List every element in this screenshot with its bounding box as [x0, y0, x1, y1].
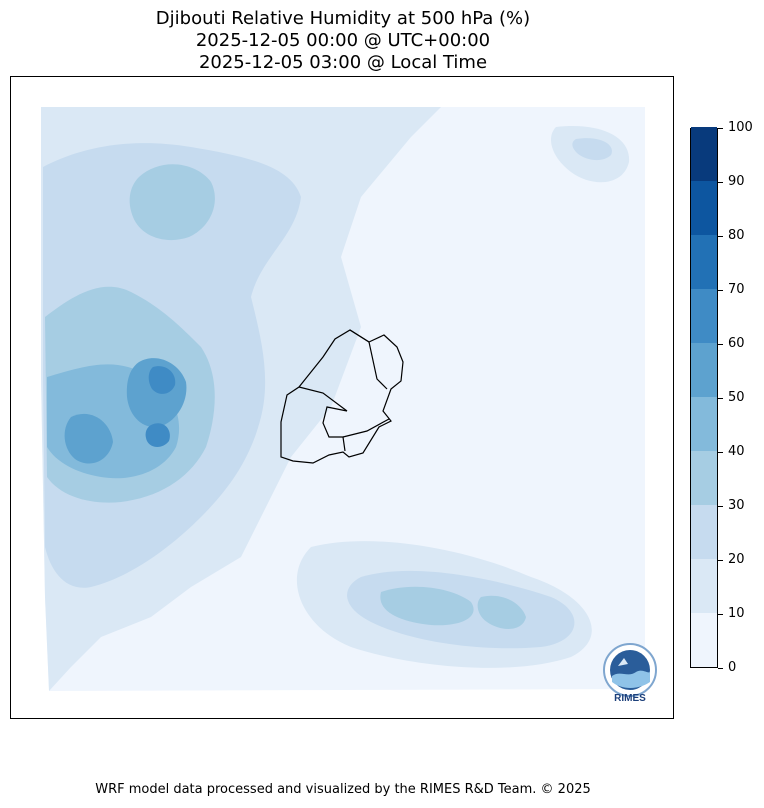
region-border: [322, 406, 348, 452]
djibouti-borders: [280, 329, 404, 464]
colorbar-band: [691, 235, 717, 289]
colorbar-tick: [718, 236, 723, 237]
colorbar-tick-label: 0: [728, 660, 737, 675]
colorbar-tick: [718, 560, 723, 561]
colorbar-band: [691, 289, 717, 343]
humidity-band-30-40: [477, 595, 526, 629]
colorbar-tick: [718, 398, 723, 399]
colorbar-tick-label: 10: [728, 606, 745, 621]
colorbar-tick-label: 60: [728, 336, 745, 351]
title-line-2: 2025-12-05 00:00 @ UTC+00:00: [195, 30, 491, 51]
colorbar-tick-label: 70: [728, 282, 745, 297]
colorbar-band: [691, 559, 717, 613]
region-border: [349, 329, 388, 390]
colorbar-tick: [718, 668, 723, 669]
colorbar-band: [691, 343, 717, 397]
humidity-band-60-70: [148, 366, 176, 394]
colorbar-tick-label: 100: [728, 120, 753, 135]
logo-text: RIMES: [614, 693, 646, 704]
djibouti-outline: [280, 329, 404, 464]
colorbar-band: [691, 451, 717, 505]
colorbar-tick: [718, 452, 723, 453]
colorbar-tick-label: 40: [728, 444, 745, 459]
colorbar-tick-label: 20: [728, 552, 745, 567]
rimes-logo-icon: [603, 643, 657, 697]
footer-credit: WRF model data processed and visualized …: [95, 782, 591, 797]
title-line-3: 2025-12-05 03:00 @ Local Time: [198, 52, 488, 73]
humidity-band-50-60: [64, 413, 113, 464]
colorbar-tick-label: 50: [728, 390, 745, 405]
colorbar-tick-label: 30: [728, 498, 745, 513]
colorbar-band: [691, 505, 717, 559]
colorbar-tick: [718, 344, 723, 345]
humidity-band-20-30: [572, 138, 612, 161]
region-border: [298, 386, 348, 412]
region-border: [342, 418, 390, 438]
humidity-band-30-40: [129, 164, 215, 241]
colorbar-tick-label: 80: [728, 228, 745, 243]
colorbar-band: [691, 127, 717, 181]
colorbar-tick-label: 90: [728, 174, 745, 189]
humidity-band-60-70: [145, 423, 170, 447]
map-frame: [10, 76, 674, 719]
colorbar-band: [691, 397, 717, 451]
title-line-1: Djibouti Relative Humidity at 500 hPa (%…: [155, 8, 531, 29]
colorbar-tick: [718, 506, 723, 507]
colorbar: [690, 127, 718, 668]
colorbar-tick: [718, 290, 723, 291]
colorbar-tick: [718, 182, 723, 183]
colorbar-tick: [718, 614, 723, 615]
colorbar-tick: [718, 128, 723, 129]
colorbar-band: [691, 613, 717, 667]
colorbar-band: [691, 181, 717, 235]
humidity-band-30-40: [380, 586, 474, 626]
humidity-map: [41, 107, 645, 691]
